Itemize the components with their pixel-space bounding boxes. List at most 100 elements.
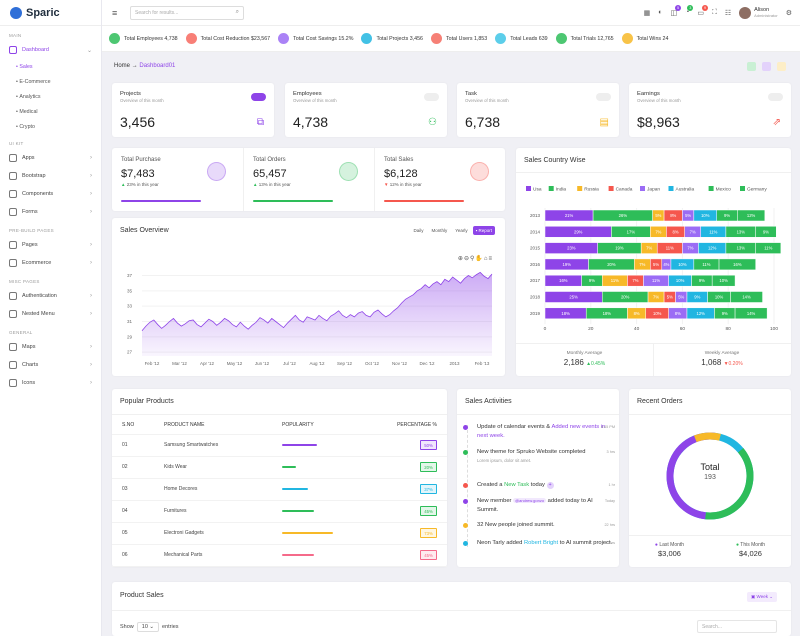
chart-icon: [9, 361, 17, 369]
apps-grid-icon[interactable]: ☷: [724, 9, 732, 17]
legend-swatch: [577, 186, 583, 191]
kpi-card: Task Overview of this month 6,738 ▤: [457, 83, 619, 137]
week-dropdown[interactable]: ▣ Week ⌄: [747, 592, 777, 602]
activity-subtext: Lorem ipsum, dolor sit amet.: [477, 457, 532, 463]
total-change: 23% in this year: [126, 182, 159, 187]
pan-icon[interactable]: ✋: [475, 256, 484, 262]
total-value: $7,483: [121, 168, 155, 180]
action-button-1[interactable]: [747, 62, 756, 71]
sidebar-item-icons[interactable]: Icons ›: [0, 374, 101, 392]
reset-icon[interactable]: ⌂: [483, 256, 489, 262]
search-icon[interactable]: ⌕: [235, 8, 239, 15]
search-input[interactable]: Search for results... ⌕: [130, 5, 244, 20]
kpi-toggle[interactable]: [251, 93, 266, 101]
legend-label: India: [556, 187, 567, 193]
message-icon[interactable]: ▭ 9: [697, 4, 708, 17]
action-button-2[interactable]: [762, 62, 771, 71]
kpi-icon: ▤: [599, 117, 609, 128]
logo[interactable]: Sparic: [0, 0, 101, 26]
card-title: Sales Overview: [120, 227, 169, 234]
user-menu[interactable]: Alison Administrator: [739, 6, 778, 19]
kpi-toggle[interactable]: [424, 93, 439, 101]
hamburger-icon[interactable]: ≡: [112, 7, 118, 18]
entries-select[interactable]: 10 ⌄: [136, 622, 160, 632]
sidebar-item-components[interactable]: Components ›: [0, 185, 101, 203]
cart-icon[interactable]: ◫ 5: [670, 4, 682, 17]
theme-toggle-icon[interactable]: ◐: [658, 9, 663, 16]
y-tick-label: 2018: [530, 295, 541, 300]
legend-swatch: [708, 186, 714, 191]
sidebar-item-apps[interactable]: Apps ›: [0, 149, 101, 167]
percentage-badge: 37%: [420, 484, 437, 494]
sidebar-item-charts[interactable]: Charts ›: [0, 356, 101, 374]
cell-percentage: 73%: [362, 522, 447, 545]
breadcrumb-home[interactable]: Home: [114, 63, 131, 69]
data-label: 8%: [675, 311, 681, 316]
sidebar-sub-medical[interactable]: • Medical: [16, 108, 38, 115]
activity-time: 1 hr: [608, 483, 615, 487]
kpi-subtitle: Overview of this month: [637, 98, 681, 103]
tab-monthly[interactable]: Monthly: [431, 228, 448, 233]
member-tag[interactable]: @andrew.gonzo: [513, 498, 547, 503]
kpi-toggle[interactable]: [768, 93, 783, 101]
sidebar-sub-crypto[interactable]: • Crypto: [16, 123, 35, 130]
sidebar-item-dashboard[interactable]: Dashboard ⌄: [0, 41, 101, 59]
kpi-title: Projects: [120, 91, 141, 97]
magnify-icon[interactable]: ⚲: [469, 256, 476, 262]
data-label: 11%: [709, 229, 717, 234]
flag-icon[interactable]: ▦: [643, 9, 651, 17]
kpi-toggle[interactable]: [596, 93, 611, 101]
donut-slice: [666, 432, 754, 520]
legend-swatch: [668, 186, 674, 191]
legend-swatch: [608, 186, 614, 191]
fullscreen-icon[interactable]: ⛶: [711, 8, 717, 16]
data-label: 16%: [733, 262, 742, 267]
kpi-icon: ⇗: [772, 117, 781, 128]
sidebar-sub-analytics[interactable]: • Analytics: [16, 93, 41, 100]
sidebar-sub-sales[interactable]: • Sales: [16, 63, 33, 70]
sidebar-item-bootstrap[interactable]: Bootstrap ›: [0, 167, 101, 185]
data-label: 16%: [559, 278, 568, 283]
sidebar-item-authentication[interactable]: Authentication ›: [0, 287, 101, 305]
action-button-3[interactable]: [777, 62, 786, 71]
last-month: ● Last Month $3,006: [629, 542, 710, 558]
zoom-in-icon[interactable]: ⊕: [457, 256, 464, 262]
kpi-card: Projects Overview of this month 3,456 ⧉: [112, 83, 274, 137]
table-search-input[interactable]: Search...: [697, 620, 777, 633]
recent-orders-donut: [666, 432, 754, 520]
sub-label: Analytics: [19, 93, 41, 100]
tab-daily[interactable]: Daily: [413, 228, 424, 233]
card-title: Sales Activities: [465, 398, 512, 405]
notification-icon[interactable]: ◔ 3: [685, 5, 694, 16]
cell-sno: 03: [112, 478, 164, 501]
report-button[interactable]: ▪ Report: [472, 226, 495, 235]
add-icon[interactable]: +: [546, 482, 554, 489]
card-title: Popular Products: [120, 398, 174, 405]
sidebar-item-ecommerce[interactable]: Ecommerce ›: [0, 254, 101, 272]
sidebar-sub-ecommerce[interactable]: • E-Commerce: [16, 78, 51, 85]
zoom-out-icon[interactable]: ⊖: [463, 256, 470, 262]
chevron-right-icon: ›: [90, 209, 92, 215]
sidebar-item-maps[interactable]: Maps ›: [0, 338, 101, 356]
activity-link[interactable]: Added new events in next week.: [477, 424, 606, 439]
x-tick-label: Feb '13: [475, 361, 490, 366]
col-popularity: POPULARITY: [282, 416, 362, 435]
x-tick-label: Jul '12: [283, 361, 296, 366]
sidebar-item-pages[interactable]: Pages ›: [0, 236, 101, 254]
activity-link[interactable]: New Task: [504, 482, 530, 488]
sidebar-item-nested-menu[interactable]: Nested Menu ›: [0, 305, 101, 323]
chart-menu-icon[interactable]: ≡: [488, 256, 493, 262]
last-month-label: Last Month: [659, 542, 685, 548]
card-title: Recent Orders: [637, 398, 683, 405]
section-general: GENERAL: [9, 330, 33, 335]
tab-yearly[interactable]: Yearly: [455, 228, 468, 233]
gear-icon[interactable]: ⚙: [785, 9, 792, 17]
data-label: 7%: [687, 246, 693, 251]
sidebar-item-forms[interactable]: Forms ›: [0, 203, 101, 221]
activity-link[interactable]: Robert Bright: [523, 540, 559, 546]
chevron-right-icon: ›: [90, 173, 92, 179]
activity-dot: [463, 483, 468, 488]
sidebar-item-label: Charts: [22, 362, 39, 368]
data-label: 23%: [567, 246, 576, 251]
x-tick-label: 80: [726, 326, 732, 332]
